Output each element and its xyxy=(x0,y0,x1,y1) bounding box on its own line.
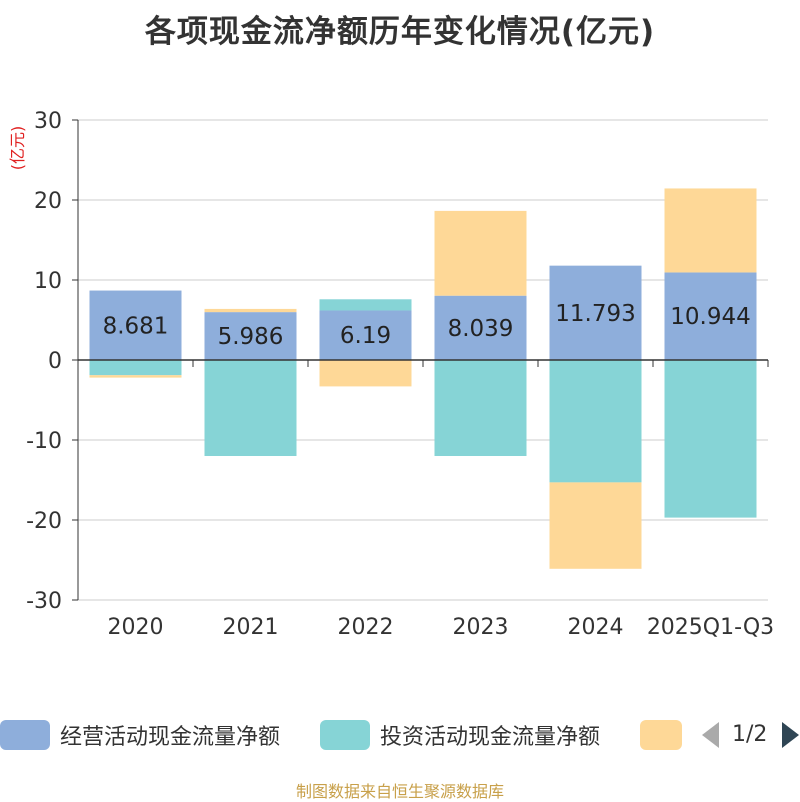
bar-series2-2025Q1-Q3 xyxy=(664,360,757,518)
bar-series2-2021 xyxy=(204,360,297,456)
bar-series1-2022 xyxy=(319,310,412,360)
bar-series1-2025Q1-Q3 xyxy=(664,272,757,360)
bar-series1-2020 xyxy=(89,290,182,360)
y-tick-label: 30 xyxy=(34,109,62,134)
bar-series1-2024 xyxy=(549,265,642,360)
bar-series2-2020 xyxy=(89,360,182,376)
legend-item-investing[interactable]: 投资活动现金流量净额 xyxy=(320,720,600,750)
legend-swatch-operating xyxy=(0,720,50,750)
legend-item-operating[interactable]: 经营活动现金流量净额 xyxy=(0,720,280,750)
bar-series3-2023 xyxy=(434,210,527,296)
data-source-note: 制图数据来自恒生聚源数据库 xyxy=(295,782,504,801)
y-axis-unit-label: (亿元) xyxy=(8,126,27,171)
y-tick-label: -20 xyxy=(26,509,62,534)
bar-series3-2024 xyxy=(549,482,642,569)
y-tick-label: 0 xyxy=(48,349,62,374)
legend-item-third[interactable] xyxy=(640,720,682,750)
cash-flow-chart: 30 20 10 0 -10 -20 -30 (亿元) 8.681 5.986 6.19 8.039 1… xyxy=(8,109,774,640)
x-tick-label: 2020 xyxy=(108,615,164,640)
x-tick-label: 2021 xyxy=(223,615,279,640)
legend-label-investing: 投资活动现金流量净额 xyxy=(380,725,601,750)
data-label-2020: 8.681 xyxy=(103,313,169,339)
legend-page-indicator: 1/2 xyxy=(732,722,768,747)
bar-series1-2021 xyxy=(204,312,297,360)
legend-swatch-investing xyxy=(320,720,370,750)
legend-pager: 1/2 xyxy=(700,720,800,750)
data-label-2021: 5.986 xyxy=(218,324,284,350)
y-tick-label: 20 xyxy=(34,189,62,214)
data-label-2025Q1-Q3: 10.944 xyxy=(670,304,750,330)
bar-series2-2022 xyxy=(319,299,412,311)
bar-series1-2023 xyxy=(434,295,527,360)
y-tick-label: 10 xyxy=(34,269,62,294)
legend-prev-arrow-icon[interactable] xyxy=(702,722,719,748)
x-tick-label: 2025Q1-Q3 xyxy=(647,615,774,640)
x-tick-label: 2022 xyxy=(338,615,394,640)
bar-series2-2024 xyxy=(549,360,642,483)
legend-label-operating: 经营活动现金流量净额 xyxy=(60,725,281,750)
bar-series2-2023 xyxy=(434,360,527,456)
legend-next-arrow-icon[interactable] xyxy=(782,722,799,748)
data-label-2022: 6.19 xyxy=(340,323,391,349)
bar-series3-2022 xyxy=(319,360,412,387)
legend-swatch-third xyxy=(640,720,682,750)
bar-series3-2020 xyxy=(89,375,182,378)
bar-series3-2021 xyxy=(204,308,297,313)
x-tick-label: 2024 xyxy=(568,615,624,640)
y-tick-label: -30 xyxy=(26,589,62,614)
bar-series3-2025Q1-Q3 xyxy=(664,188,757,273)
chart-title: 各项现金流净额历年变化情况(亿元) xyxy=(144,14,656,50)
data-label-2023: 8.039 xyxy=(448,316,514,342)
data-label-2024: 11.793 xyxy=(555,301,635,327)
x-tick-label: 2023 xyxy=(453,615,509,640)
legend: 经营活动现金流量净额 投资活动现金流量净额 1/2 xyxy=(0,712,800,758)
y-tick-label: -10 xyxy=(26,429,62,454)
